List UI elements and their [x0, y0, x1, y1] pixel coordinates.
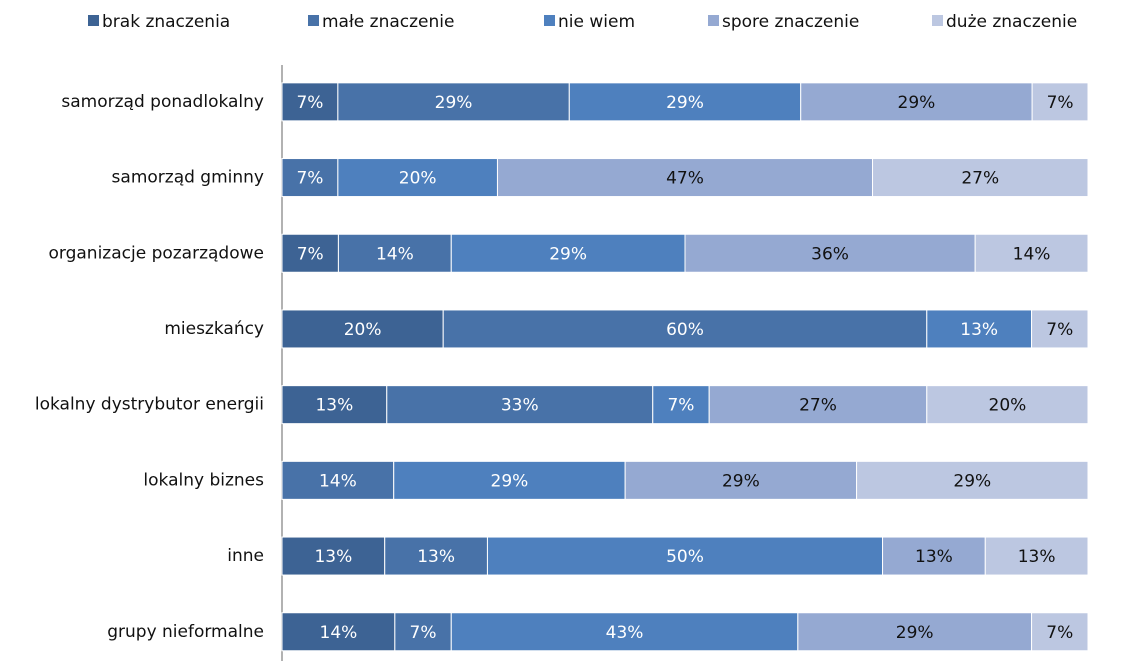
- category-label: grupy nieformalne: [107, 622, 264, 642]
- value-label: 29%: [666, 93, 704, 113]
- category-label: samorząd ponadlokalny: [61, 92, 264, 112]
- bar-segment: [281, 158, 339, 198]
- bar-segment: [450, 612, 799, 652]
- value-label: 36%: [811, 244, 849, 264]
- value-label: 33%: [501, 396, 539, 416]
- legend-swatch: [308, 15, 319, 26]
- legend-swatch: [708, 15, 719, 26]
- value-label: 29%: [896, 623, 934, 643]
- bar-segment: [337, 233, 452, 273]
- bar-segment: [450, 233, 686, 273]
- value-label: 29%: [722, 471, 760, 491]
- bar-segment: [1031, 612, 1089, 652]
- value-label: 13%: [960, 320, 998, 340]
- value-label: 7%: [667, 396, 694, 416]
- bar-segment: [926, 309, 1033, 349]
- value-label: 14%: [319, 471, 357, 491]
- legend-swatch: [932, 15, 943, 26]
- value-label: 29%: [898, 93, 936, 113]
- bar-segment: [394, 612, 452, 652]
- value-label: 27%: [961, 169, 999, 189]
- value-label: 60%: [666, 320, 704, 340]
- bar-segment: [926, 385, 1089, 425]
- legend-label: duże znaczenie: [946, 12, 1077, 32]
- value-label: 47%: [666, 169, 704, 189]
- bar-segment: [384, 536, 488, 576]
- value-label: 13%: [417, 547, 455, 567]
- bar-segment: [1031, 82, 1089, 122]
- value-label: 27%: [799, 396, 837, 416]
- value-label: 14%: [376, 244, 414, 264]
- value-label: 43%: [606, 623, 644, 643]
- bar-segment: [393, 460, 626, 500]
- category-label: mieszkańcy: [164, 319, 264, 339]
- bar-segment: [568, 82, 802, 122]
- value-label: 13%: [315, 396, 353, 416]
- bar-segment: [984, 536, 1089, 576]
- bar-segment: [797, 612, 1033, 652]
- bar-segment: [386, 385, 654, 425]
- value-label: 7%: [410, 623, 437, 643]
- category-label: samorząd gminny: [112, 168, 264, 188]
- legend-label: brak znaczenia: [102, 12, 230, 32]
- value-label: 7%: [297, 244, 324, 264]
- category-label: lokalny biznes: [143, 470, 264, 490]
- bar-segment: [652, 385, 710, 425]
- value-label: 13%: [915, 547, 953, 567]
- bar-segment: [624, 460, 858, 500]
- value-label: 7%: [296, 169, 323, 189]
- bar-segment: [281, 460, 395, 500]
- value-label: 7%: [296, 93, 323, 113]
- value-label: 29%: [491, 471, 529, 491]
- legend-label: spore znaczenie: [722, 12, 859, 32]
- value-label: 29%: [549, 244, 587, 264]
- value-label: 13%: [314, 547, 352, 567]
- bar-segment: [974, 233, 1089, 273]
- legend-swatch: [544, 15, 555, 26]
- bar-segment: [882, 536, 986, 576]
- value-label: 20%: [399, 169, 437, 189]
- value-label: 13%: [1018, 547, 1056, 567]
- value-label: 20%: [989, 396, 1027, 416]
- category-label: organizacje pozarządowe: [49, 243, 265, 263]
- value-label: 14%: [320, 623, 358, 643]
- value-label: 14%: [1013, 244, 1051, 264]
- category-label: lokalny dystrybutor energii: [35, 395, 264, 415]
- value-label: 20%: [344, 320, 382, 340]
- value-label: 7%: [1046, 623, 1073, 643]
- bar-segment: [856, 460, 1089, 500]
- bar-segment: [281, 536, 386, 576]
- bar-segment: [1031, 309, 1089, 349]
- bar-segment: [486, 536, 884, 576]
- bar-segment: [442, 309, 928, 349]
- bar-segment: [281, 612, 396, 652]
- value-label: 29%: [435, 93, 473, 113]
- bar-segment: [281, 385, 388, 425]
- bar-segment: [684, 233, 976, 273]
- bar-segment: [872, 158, 1089, 198]
- bar-segment: [281, 309, 444, 349]
- bar-segment: [337, 82, 570, 122]
- value-label: 7%: [1047, 93, 1074, 113]
- legend-label: małe znaczenie: [322, 12, 454, 32]
- legend-swatch: [88, 15, 99, 26]
- value-label: 7%: [1046, 320, 1073, 340]
- bar-segment: [281, 233, 339, 273]
- category-label: inne: [227, 546, 264, 566]
- value-label: 50%: [666, 547, 704, 567]
- value-label: 29%: [953, 471, 991, 491]
- legend-label: nie wiem: [558, 12, 635, 32]
